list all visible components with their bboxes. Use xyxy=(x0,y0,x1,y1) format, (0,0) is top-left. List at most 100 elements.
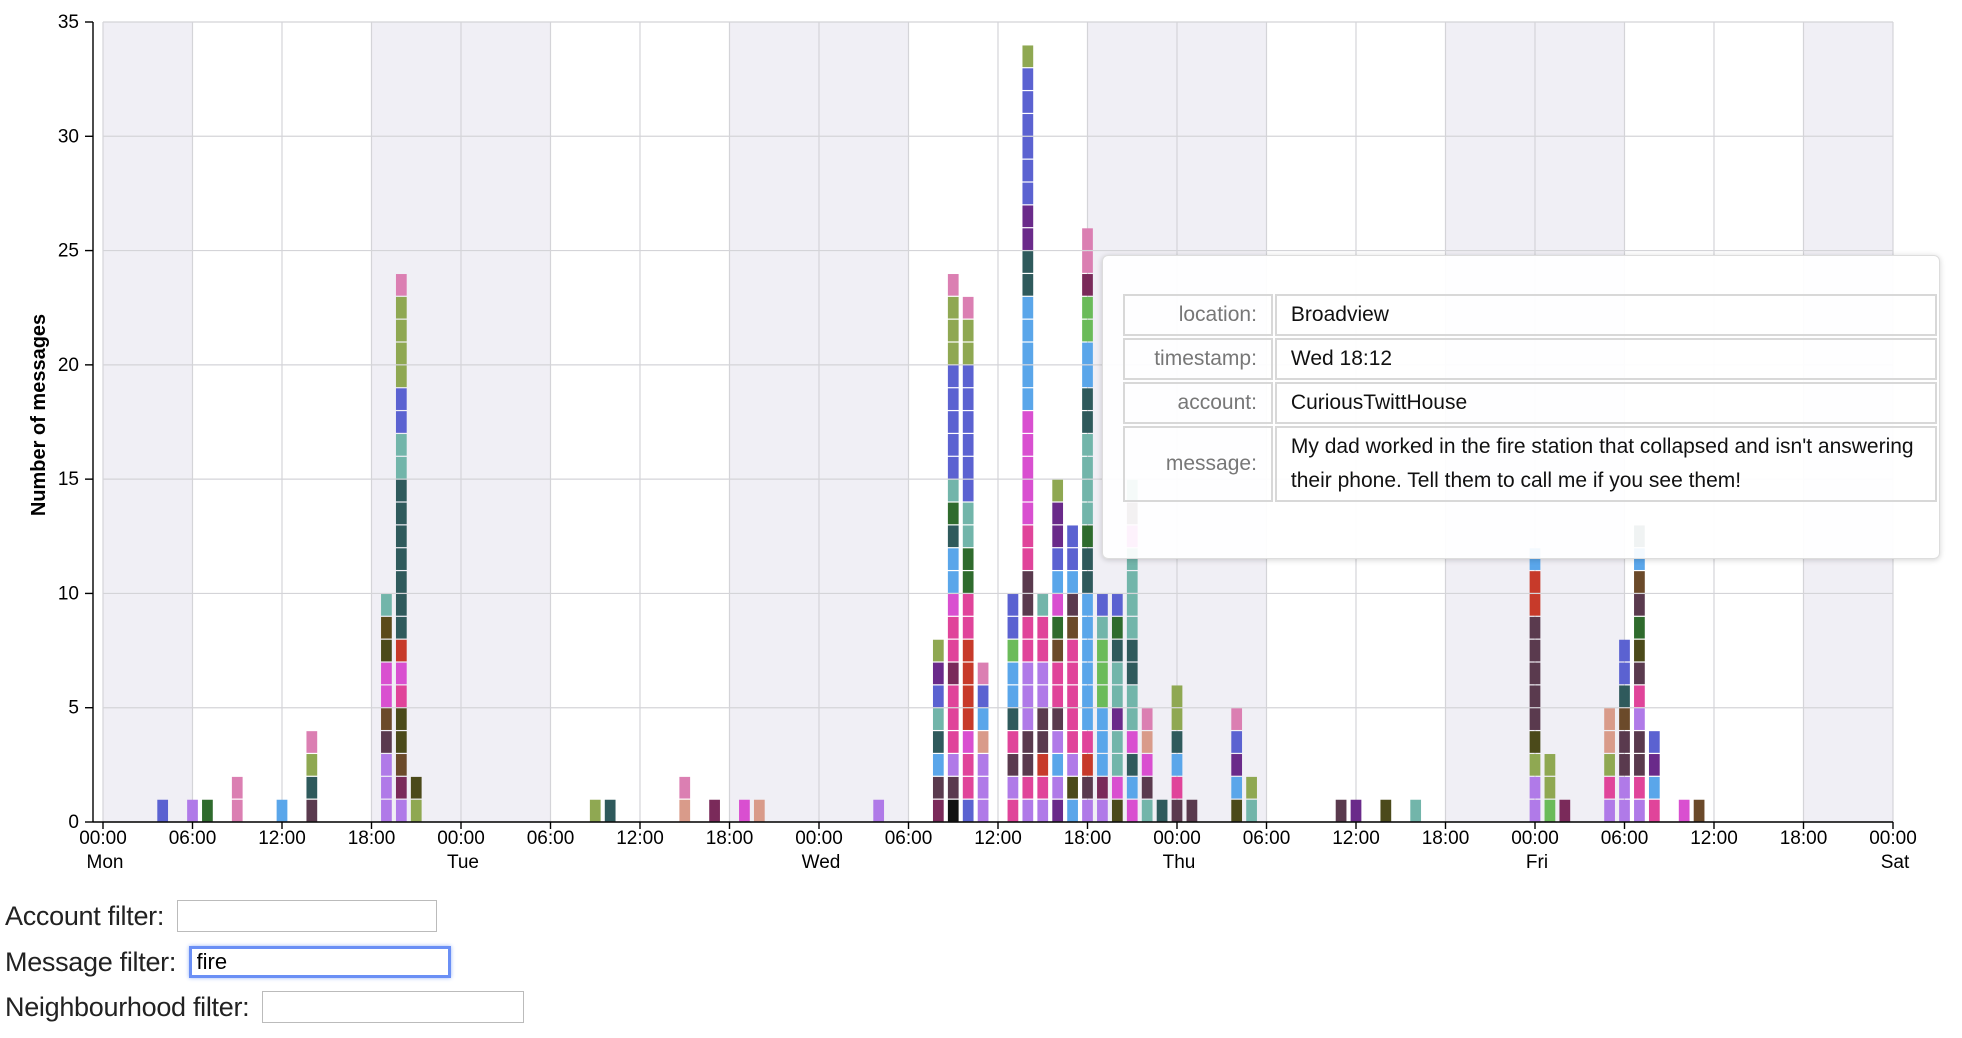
bar-segment xyxy=(395,434,407,456)
tooltip-key: message: xyxy=(1123,426,1273,502)
x-day-label: Tue xyxy=(447,852,479,873)
bar-segment xyxy=(709,799,720,822)
y-tick-label: 20 xyxy=(58,355,79,376)
bar-segment xyxy=(1052,731,1064,753)
bar-segment xyxy=(187,799,198,822)
bar-segment xyxy=(932,731,944,753)
bar-segment xyxy=(306,776,318,799)
bar-segment xyxy=(1529,571,1541,593)
bar-segment xyxy=(1111,754,1123,776)
bar-segment xyxy=(1619,799,1630,822)
bar-segment xyxy=(1097,594,1108,616)
bar-segment xyxy=(1082,594,1093,616)
bar-segment xyxy=(1126,548,1138,570)
bar-segment xyxy=(1529,708,1541,730)
bar-segment xyxy=(1022,136,1034,159)
bar-segment xyxy=(1604,754,1615,776)
bar-segment xyxy=(1052,525,1064,548)
bar-segment xyxy=(1111,639,1123,662)
bar-segment xyxy=(1022,114,1034,136)
neighbourhood-filter-input[interactable] xyxy=(261,991,524,1023)
message-filter-input[interactable] xyxy=(188,946,451,978)
bar-segment xyxy=(410,776,422,799)
bar-segment xyxy=(932,799,944,822)
bar-segment xyxy=(395,616,407,639)
bar-segment xyxy=(1082,662,1093,685)
bar-segment xyxy=(1052,571,1064,593)
bar-segment xyxy=(947,342,959,365)
bar-segment xyxy=(1082,799,1093,822)
bar-segment xyxy=(395,342,407,365)
bar-segment xyxy=(962,594,974,616)
bar-segment xyxy=(1052,479,1064,502)
bar-segment xyxy=(1067,754,1078,776)
bar-segment xyxy=(932,754,944,776)
bar-segment xyxy=(1156,799,1168,822)
bar-segment xyxy=(962,479,974,502)
bar-segment xyxy=(395,662,407,685)
bar-segment xyxy=(1231,799,1243,822)
x-day-label: Fri xyxy=(1526,852,1548,873)
bar-segment xyxy=(1022,594,1034,616)
account-filter-input[interactable] xyxy=(176,900,437,932)
bar-segment xyxy=(395,571,407,593)
bar-segment xyxy=(1126,799,1138,822)
x-tick-label: 06:00 xyxy=(1601,828,1649,849)
bar-segment xyxy=(1634,548,1645,570)
y-tick-label: 0 xyxy=(68,812,79,833)
bar-segment xyxy=(1022,296,1034,319)
bar-segment xyxy=(395,319,407,342)
bar-segment xyxy=(977,708,989,730)
bar-segment xyxy=(395,685,407,708)
bar-segment xyxy=(1022,708,1034,730)
bar-segment xyxy=(1037,731,1049,753)
y-tick-label: 5 xyxy=(68,698,79,719)
bar-segment xyxy=(1604,776,1615,799)
bar-segment xyxy=(962,571,974,593)
bar-segment xyxy=(1022,502,1034,525)
bar-segment xyxy=(381,731,392,753)
bar-segment xyxy=(947,594,959,616)
bar-segment xyxy=(1097,799,1108,822)
bar-segment xyxy=(1529,731,1541,753)
bar-segment xyxy=(381,685,392,708)
bar-segment xyxy=(381,799,392,822)
bar-segment xyxy=(1067,731,1078,753)
bar-segment xyxy=(157,799,169,822)
bar-segment xyxy=(1022,228,1034,250)
x-tick-label: 12:00 xyxy=(974,828,1022,849)
bar-segment xyxy=(1052,639,1064,662)
bar-segment xyxy=(1111,776,1123,799)
bar-segment xyxy=(947,274,959,296)
bar-segment xyxy=(381,616,392,639)
bar-segment xyxy=(604,799,616,822)
bar-segment xyxy=(873,799,885,822)
x-tick-label: 06:00 xyxy=(169,828,217,849)
x-tick-label: 00:00 xyxy=(437,828,485,849)
bar-segment xyxy=(1022,205,1034,228)
bar-segment xyxy=(1529,754,1541,776)
bar-segment xyxy=(1559,799,1571,822)
bar-segment xyxy=(1171,708,1183,730)
bar-segment xyxy=(1082,456,1093,479)
bar-segment xyxy=(947,662,959,685)
bar-segment xyxy=(1082,776,1093,799)
bar-segment xyxy=(1126,571,1138,593)
bar-segment xyxy=(1529,776,1541,799)
x-day-label: Sat xyxy=(1881,852,1910,873)
message-filter-label: Message filter: xyxy=(5,946,177,977)
bar-segment xyxy=(1171,685,1183,708)
x-tick-label: 00:00 xyxy=(79,828,127,849)
bar-segment xyxy=(1604,799,1615,822)
bar-segment xyxy=(1634,616,1645,639)
bar-segment xyxy=(679,799,691,822)
bar-segment xyxy=(947,296,959,319)
x-tick-label: 06:00 xyxy=(885,828,933,849)
bar-segment xyxy=(962,799,974,822)
bar-segment xyxy=(962,616,974,639)
bar-segment xyxy=(1022,411,1034,433)
bar-segment xyxy=(932,639,944,662)
bar-segment xyxy=(1022,68,1034,90)
bar-segment xyxy=(947,639,959,662)
bar-segment xyxy=(395,708,407,730)
